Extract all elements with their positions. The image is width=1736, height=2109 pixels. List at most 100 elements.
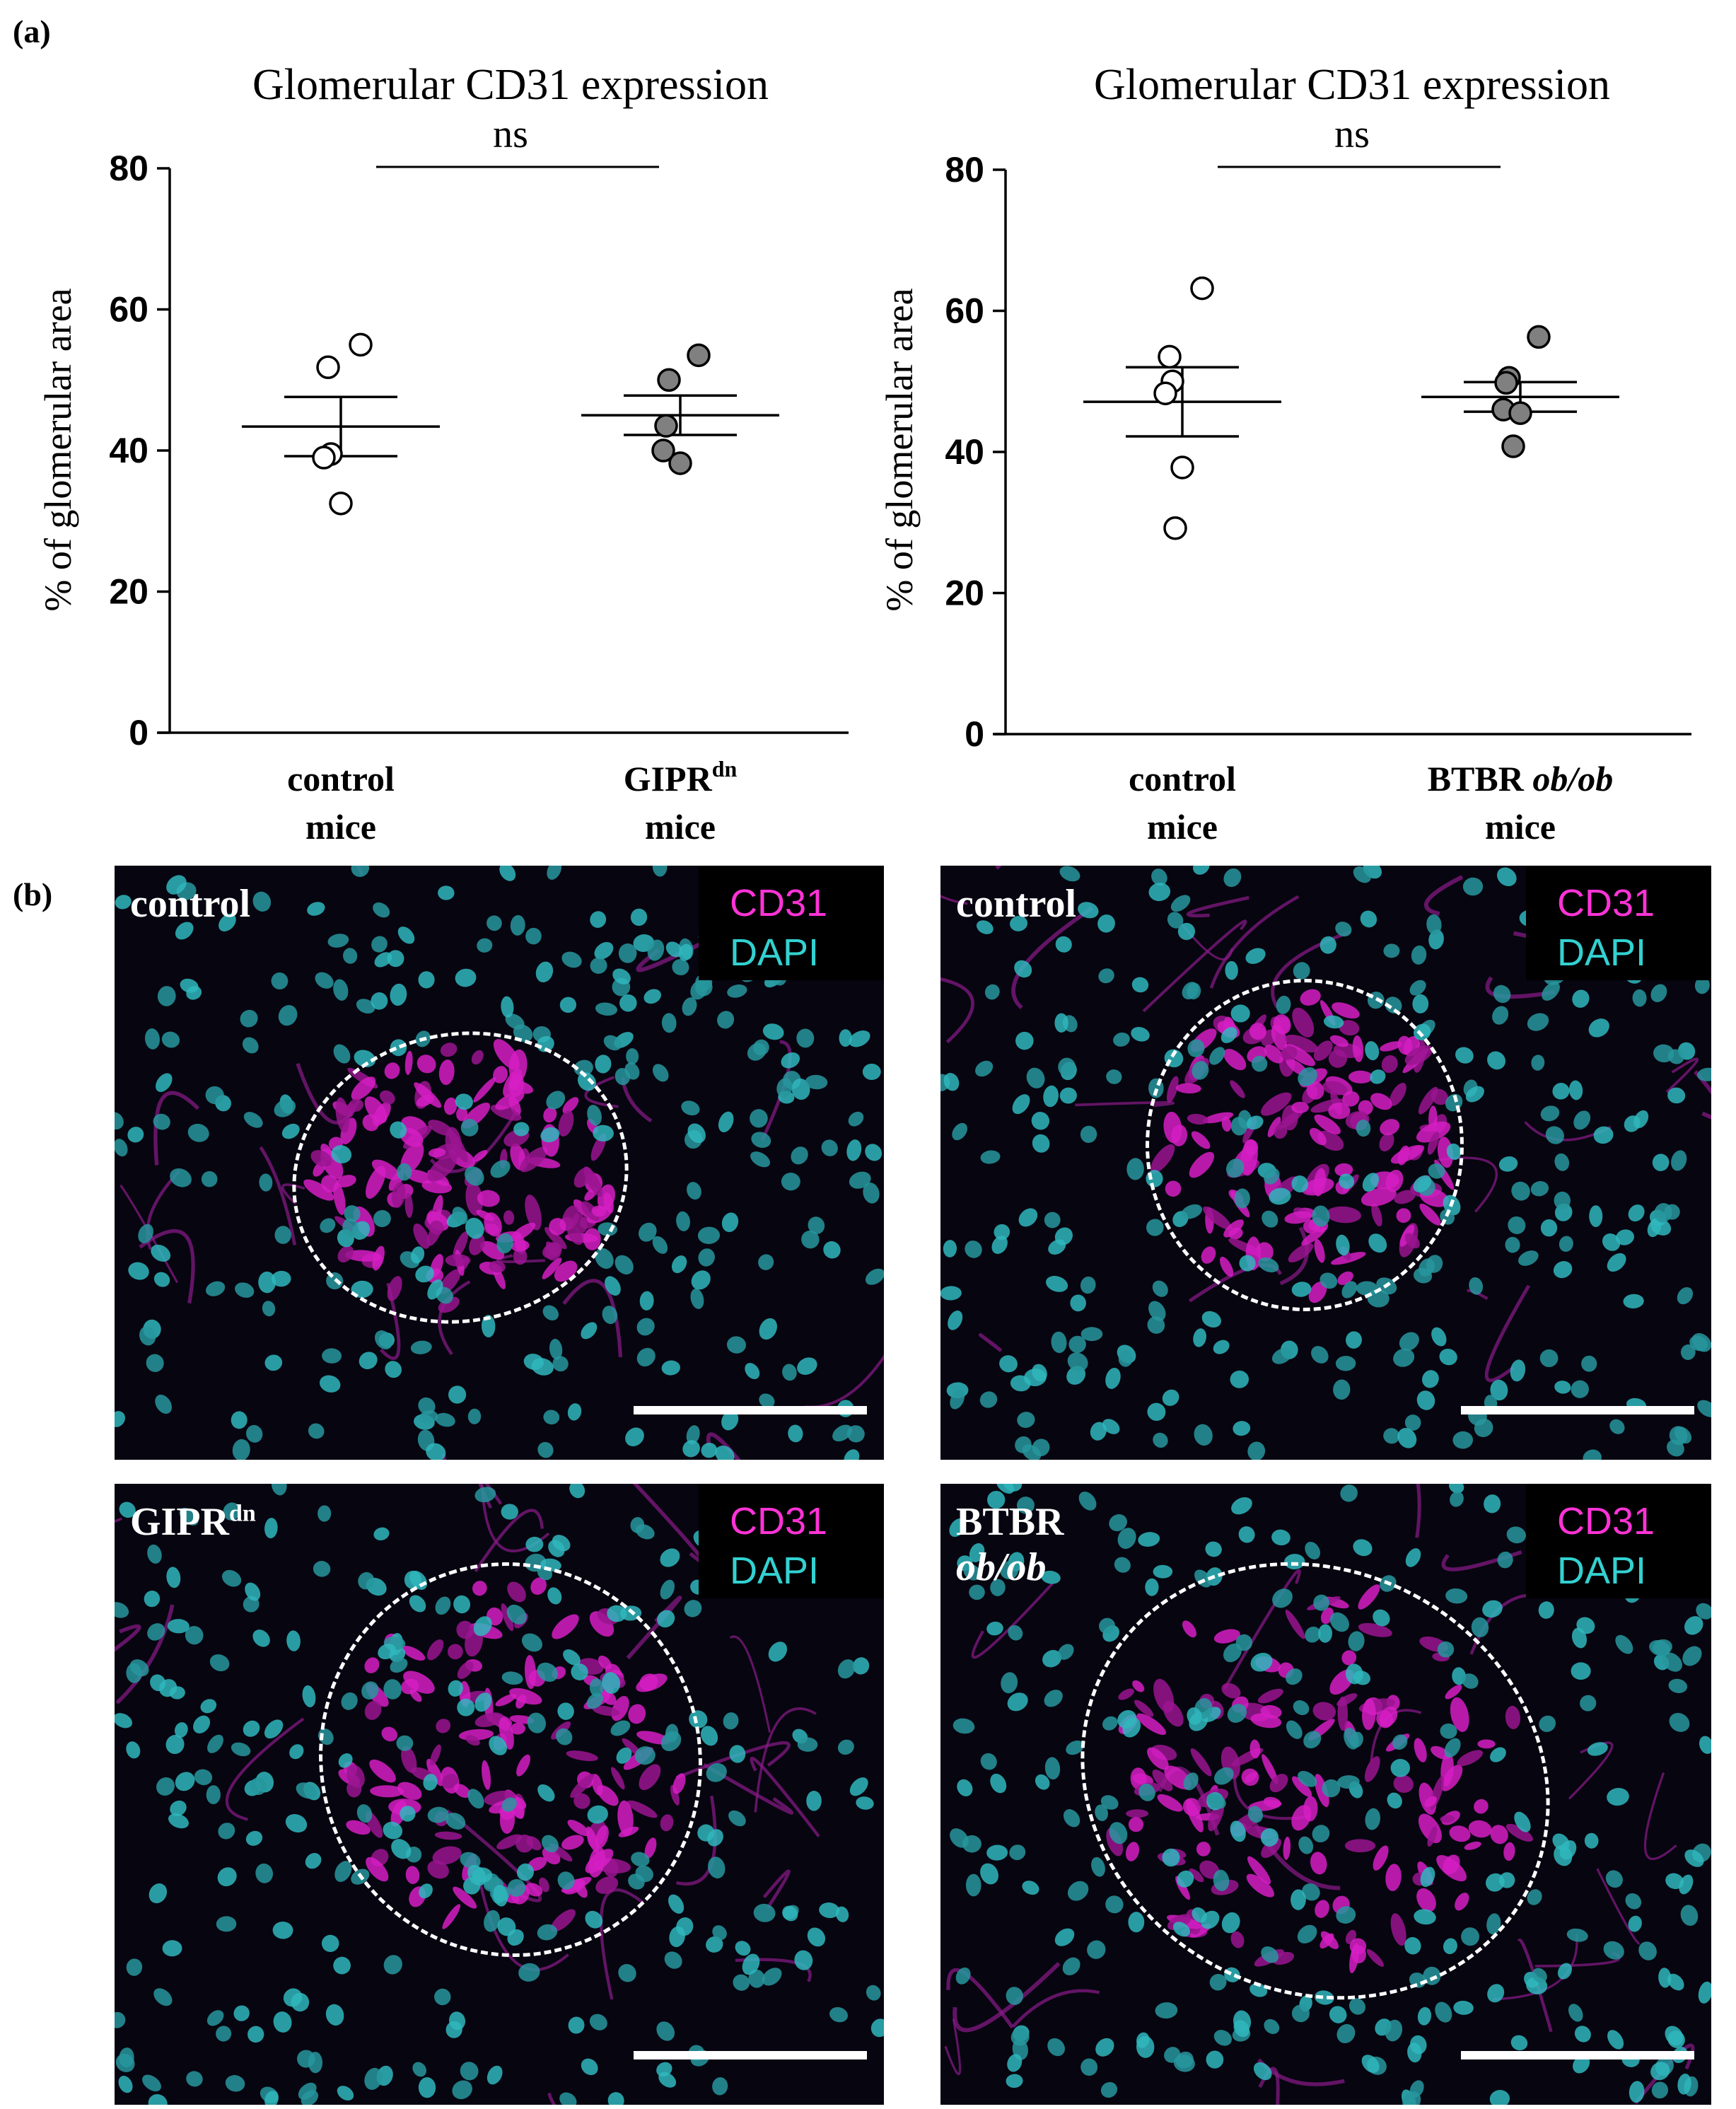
dapi-nucleus [1423, 1966, 1441, 1985]
dapi-nucleus [1223, 1643, 1242, 1663]
dapi-nucleus [806, 1791, 822, 1811]
dapi-nucleus [1426, 1255, 1443, 1273]
dapi-nucleus [636, 1318, 655, 1336]
dapi-nucleus [1062, 1957, 1080, 1975]
dapi-nucleus [1293, 962, 1310, 980]
cd31-signal [525, 1883, 543, 1897]
dapi-nucleus [448, 1680, 463, 1697]
dapi-nucleus [965, 1873, 981, 1897]
dapi-nucleus [1238, 1526, 1255, 1543]
dapi-nucleus [351, 1280, 373, 1298]
cd31-signal [335, 1097, 350, 1133]
dapi-nucleus [1193, 866, 1210, 875]
cd31-signal [526, 1836, 542, 1851]
cd31-signal [567, 1225, 583, 1245]
dapi-nucleus [142, 2074, 161, 2092]
dapi-nucleus [438, 885, 455, 900]
dapi-nucleus [513, 1122, 530, 1137]
cd31-signal [432, 1846, 462, 1865]
dapi-nucleus [1628, 1915, 1642, 1932]
dapi-nucleus [984, 984, 1000, 1000]
dapi-nucleus [1305, 1626, 1321, 1643]
dapi-nucleus [387, 950, 404, 968]
legend-dapi: DAPI [1557, 1550, 1647, 1592]
dapi-nucleus [278, 1005, 298, 1026]
dapi-nucleus [797, 1357, 817, 1375]
cd31-signal [465, 1735, 480, 1746]
cd31-signal [1349, 1938, 1367, 1955]
dapi-nucleus [434, 1988, 451, 2006]
data-point [1163, 516, 1187, 540]
membrane-stain [979, 1333, 1003, 1352]
dapi-nucleus [1114, 1557, 1131, 1573]
dapi-nucleus [1694, 976, 1710, 994]
cd31-signal [416, 1054, 436, 1074]
dapi-nucleus [390, 1121, 407, 1139]
dapi-nucleus [728, 1810, 746, 1827]
dapi-nucleus [805, 1074, 828, 1090]
cd31-signal [403, 1671, 435, 1694]
dapi-nucleus [1136, 2035, 1155, 2058]
cd31-signal [1364, 1756, 1380, 1782]
dapi-nucleus [987, 1490, 1006, 1509]
dapi-nucleus [374, 952, 392, 968]
dapi-nucleus [245, 1830, 263, 1846]
cd31-signal [1358, 1622, 1392, 1637]
dapi-nucleus [957, 1779, 973, 1796]
cd31-signal [337, 1245, 354, 1263]
dapi-nucleus [1484, 1494, 1501, 1514]
dapi-nucleus [537, 1924, 558, 1941]
dapi-nucleus [694, 978, 713, 997]
dapi-nucleus [1022, 1881, 1039, 1895]
dapi-nucleus [200, 1699, 217, 1714]
dapi-nucleus [315, 972, 334, 989]
dapi-nucleus [1087, 1940, 1106, 1959]
dapi-nucleus [1490, 1747, 1506, 1762]
membrane-stain [226, 1717, 305, 1821]
cd31-signal [1416, 1888, 1436, 1912]
dapi-nucleus [643, 989, 661, 1004]
dapi-nucleus [333, 979, 349, 1001]
dapi-nucleus [1609, 1419, 1625, 1434]
dapi-nucleus [595, 1054, 612, 1074]
dapi-nucleus [1684, 1849, 1704, 1867]
dapi-nucleus [1439, 1348, 1457, 1366]
dapi-nucleus [676, 1211, 690, 1231]
dapi-nucleus [1696, 1603, 1711, 1620]
dapi-nucleus [217, 1867, 237, 1887]
dapi-nucleus [1099, 1617, 1115, 1634]
dapi-nucleus [1510, 2035, 1528, 2051]
dapi-nucleus [943, 1073, 960, 1091]
dapi-nucleus [547, 1587, 562, 1605]
dapi-nucleus [1067, 1352, 1088, 1372]
dapi-nucleus [1293, 1700, 1310, 1716]
dapi-nucleus [1538, 1601, 1554, 1619]
dapi-nucleus [1097, 914, 1115, 933]
cd31-signal [380, 1090, 395, 1105]
membrane-stain [1517, 1939, 1553, 2033]
dapi-nucleus [1344, 1727, 1359, 1750]
cd31-signal [507, 1581, 526, 1603]
cd31-signal [336, 1175, 356, 1187]
stain-legend: CD31 DAPI [1526, 1484, 1711, 1598]
dapi-nucleus [791, 1078, 810, 1100]
dapi-nucleus [1658, 1968, 1672, 1988]
dapi-nucleus [701, 1726, 718, 1746]
dapi-nucleus [501, 1504, 518, 1520]
dapi-nucleus [1667, 1087, 1686, 1104]
cd31-signal [404, 1192, 413, 1218]
dapi-nucleus [561, 951, 582, 968]
dapi-nucleus [1312, 1825, 1330, 1843]
dapi-nucleus [1404, 1936, 1421, 1955]
dapi-nucleus [590, 911, 607, 928]
dapi-nucleus [671, 1255, 687, 1274]
dapi-nucleus [660, 1548, 680, 1567]
category-label-line2: mice [645, 807, 716, 847]
dapi-nucleus [1006, 2074, 1023, 2088]
cd31-signal [445, 1127, 462, 1159]
cd31-signal [430, 1744, 441, 1766]
cd31-signal [453, 1886, 477, 1909]
dapi-nucleus [1151, 868, 1167, 886]
dapi-nucleus [448, 1385, 467, 1404]
dapi-nucleus [846, 1139, 862, 1161]
